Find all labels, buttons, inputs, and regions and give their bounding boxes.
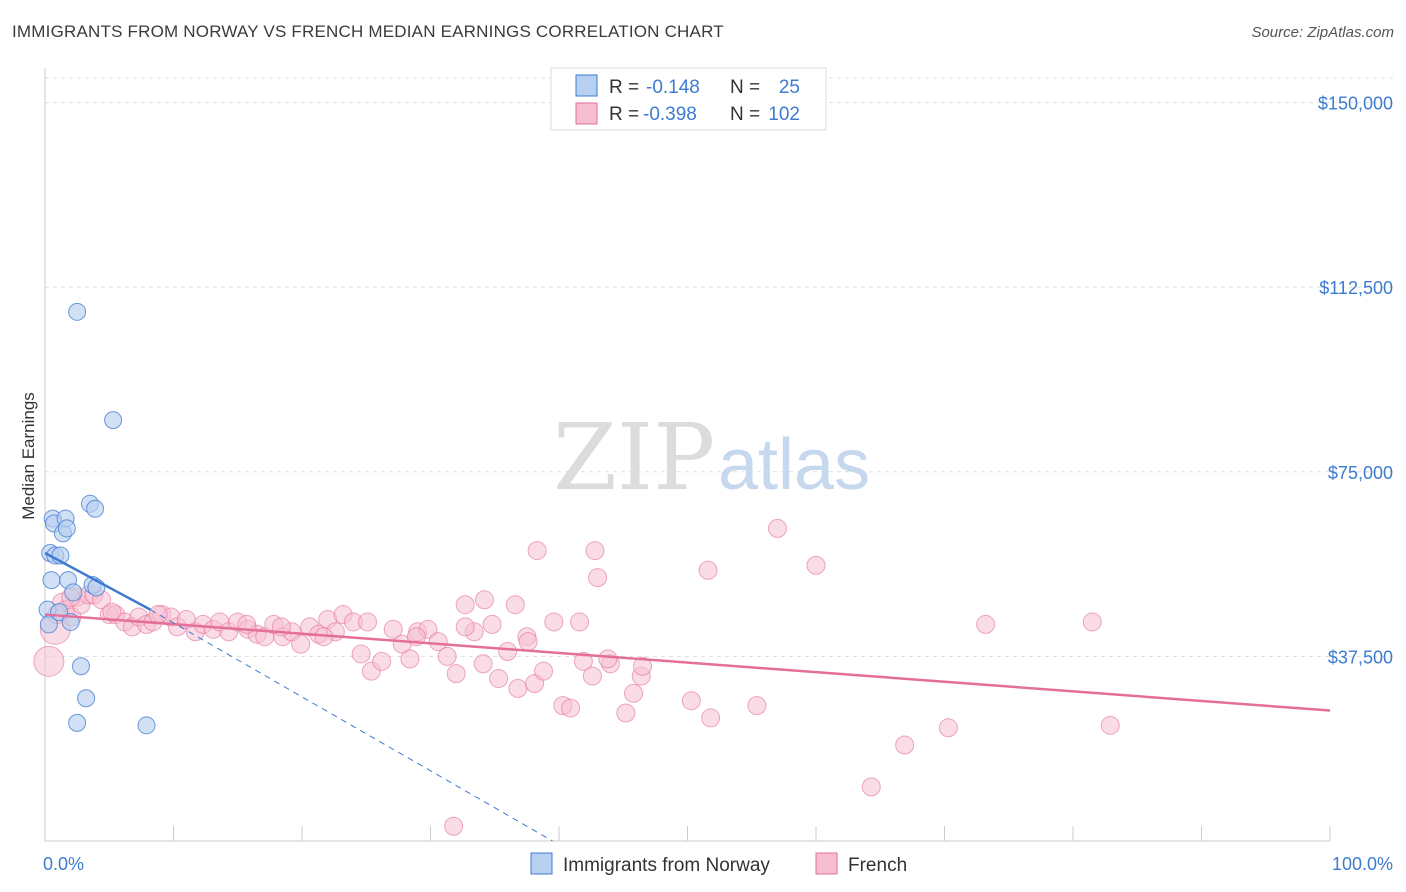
french-point: [588, 568, 608, 588]
legend-n-value-norway: 25: [779, 77, 800, 98]
french-point: [444, 816, 464, 836]
french-point: [1082, 612, 1102, 632]
top-legend: R = -0.148 N = 25 R = -0.398 N = 102: [550, 67, 827, 131]
norway-point: [57, 519, 76, 538]
norway-point: [86, 499, 105, 518]
french-point: [861, 777, 881, 797]
french-point: [570, 612, 590, 632]
french-point: [383, 619, 403, 639]
y-tick-label: $37,500: [1328, 647, 1393, 667]
bottom-legend-swatch-french: [815, 852, 838, 875]
french-point: [747, 696, 767, 716]
legend-n-label-norway: N =: [730, 77, 760, 98]
legend-r-label-french: R =: [609, 104, 639, 125]
norway-point: [64, 583, 83, 602]
norway-trend-line: [44, 551, 151, 611]
french-point: [474, 590, 494, 610]
french-point: [544, 612, 564, 632]
norway-point: [104, 411, 123, 430]
bottom-legend-label-norway: Immigrants from Norway: [563, 855, 770, 876]
chart-title: IMMIGRANTS FROM NORWAY VS FRENCH MEDIAN …: [12, 22, 724, 41]
chart-source: Source: ZipAtlas.com: [1251, 24, 1394, 41]
french-point: [473, 654, 493, 674]
french-points: [33, 518, 1120, 836]
french-point: [624, 683, 644, 703]
bottom-legend-label-french: French: [848, 855, 907, 876]
norway-point: [42, 571, 61, 590]
french-point: [633, 656, 653, 676]
french-point: [498, 641, 518, 661]
french-point: [482, 614, 502, 634]
french-point: [455, 617, 475, 637]
norway-points: [38, 302, 156, 735]
french-point: [806, 555, 826, 575]
watermark: ZIP atlas: [553, 404, 870, 511]
legend-n-value-french: 102: [768, 104, 800, 125]
french-point: [358, 612, 378, 632]
french-point: [489, 669, 509, 689]
french-point: [573, 651, 593, 671]
legend-r-label-norway: R =: [609, 77, 639, 98]
y-tick-label: $150,000: [1318, 94, 1393, 114]
french-point: [701, 708, 721, 728]
french-point: [598, 649, 618, 669]
french-point: [585, 541, 605, 561]
bottom-legend-swatch-norway: [530, 852, 553, 875]
x-tick-label-min: 0.0%: [43, 854, 84, 874]
watermark-atlas: atlas: [718, 425, 870, 505]
french-point: [518, 632, 538, 652]
french-point: [102, 602, 122, 622]
french-point: [582, 666, 602, 686]
french-point: [938, 718, 958, 738]
norway-point: [68, 713, 87, 732]
legend-n-label-french: N =: [730, 104, 760, 125]
french-point: [616, 703, 636, 723]
norway-point: [68, 302, 87, 321]
french-point: [534, 661, 554, 681]
french-point: [976, 614, 996, 634]
tick-labels: $37,500 $75,000 $112,500 $150,000 0.0% 100.0%: [43, 94, 1393, 874]
french-point: [291, 634, 311, 654]
french-point: [437, 646, 457, 666]
watermark-zip: ZIP: [553, 404, 715, 511]
french-trend-line: [44, 613, 1331, 712]
y-axis-title: Median Earnings: [19, 392, 38, 520]
french-point: [428, 632, 448, 652]
french-point: [1100, 715, 1120, 735]
norway-point: [137, 716, 156, 735]
norway-point: [71, 657, 90, 676]
french-point: [895, 735, 915, 755]
french-point: [508, 678, 528, 698]
french-point: [446, 664, 466, 684]
legend-r-value-french: -0.398: [643, 104, 697, 125]
norway-trend-extension: [150, 609, 553, 842]
french-point: [33, 645, 65, 677]
norway-point: [77, 689, 96, 708]
french-point: [698, 560, 718, 580]
legend-r-value-norway: -0.148: [646, 77, 700, 98]
trend-layer: [44, 551, 1331, 842]
french-point: [372, 651, 392, 671]
legend-swatch-norway: [575, 74, 598, 97]
french-point: [767, 518, 787, 538]
x-tick-label-max: 100.0%: [1332, 854, 1393, 874]
french-point: [505, 595, 525, 615]
french-point: [527, 541, 547, 561]
french-point: [148, 605, 168, 625]
y-tick-label: $75,000: [1328, 463, 1393, 483]
french-point: [351, 644, 371, 664]
legend-swatch-french: [575, 102, 598, 125]
bottom-legend: Immigrants from Norway French: [530, 852, 907, 876]
grid-layer: [45, 77, 1395, 657]
axis-layer: [44, 68, 1331, 842]
y-tick-label: $112,500: [1319, 278, 1393, 298]
french-point: [561, 698, 581, 718]
french-point: [681, 691, 701, 711]
french-point: [400, 649, 420, 669]
french-point: [455, 595, 475, 615]
